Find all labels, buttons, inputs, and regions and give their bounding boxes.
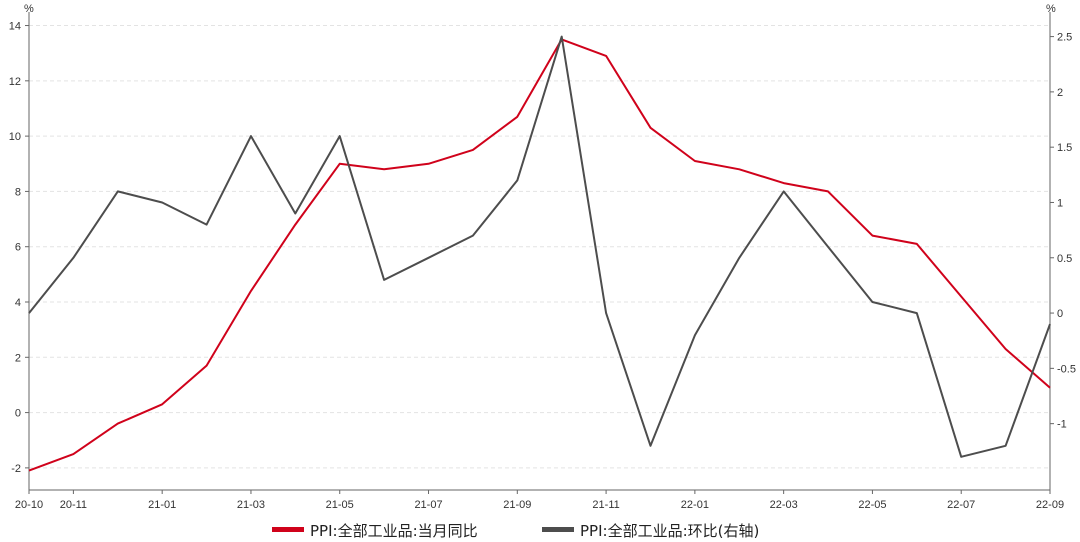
x-tick-label: 21-01 <box>148 499 176 511</box>
y-axis-right-unit: % <box>1046 3 1056 15</box>
series <box>28 35 1051 472</box>
y-right-tick-label: 2 <box>1057 87 1063 99</box>
y-left-tick-label: 0 <box>15 408 21 420</box>
y-left-tick-label: 12 <box>9 76 21 88</box>
y-right-tick-label: -0.5 <box>1057 363 1076 375</box>
y-left-tick-label: 4 <box>15 297 21 309</box>
x-tick-label: 22-07 <box>947 499 975 511</box>
legend-swatch-mom <box>542 527 574 532</box>
legend-label-yoy: PPI:全部工业品:当月同比 <box>310 522 478 540</box>
y-right-tick-label: 0 <box>1057 308 1063 320</box>
x-tick-label: 21-03 <box>237 499 265 511</box>
x-tick-label: 21-09 <box>503 499 531 511</box>
series-line-yoy <box>28 38 1051 472</box>
x-tick-label: 21-11 <box>592 499 619 511</box>
y-right-tick-label: 0.5 <box>1057 253 1072 265</box>
y-right-tick-label: 2.5 <box>1057 32 1072 44</box>
legend: PPI:全部工业品:当月同比 PPI:全部工业品:环比(右轴) <box>272 522 759 540</box>
series-line-mom <box>28 35 1051 458</box>
legend-swatch-yoy <box>272 527 304 532</box>
y-left-tick-label: 6 <box>15 242 21 254</box>
legend-label-mom: PPI:全部工业品:环比(右轴) <box>580 522 759 540</box>
x-tick-label: 22-09 <box>1036 499 1064 511</box>
y-axis-left-unit: % <box>24 3 34 15</box>
x-tick-label: 20-10 <box>15 499 43 511</box>
y-left-tick-label: 10 <box>9 131 21 143</box>
y-left-tick-label: -2 <box>11 463 21 475</box>
x-tick-label: 20-11 <box>60 499 87 511</box>
x-tick-label: 22-03 <box>770 499 798 511</box>
x-tick-label: 22-01 <box>681 499 709 511</box>
x-tick-label: 21-05 <box>326 499 354 511</box>
grid <box>29 25 1050 469</box>
x-tick-label: 21-07 <box>414 499 442 511</box>
y-left-tick-label: 14 <box>9 21 21 33</box>
y-right-tick-label: -1 <box>1057 419 1067 431</box>
y-left-tick-label: 8 <box>15 186 21 198</box>
y-right-tick-label: 1.5 <box>1057 142 1072 154</box>
x-tick-label: 22-05 <box>858 499 886 511</box>
y-right-tick-label: 1 <box>1057 197 1063 209</box>
axes: % % -2 0 2 4 6 8 10 12 14 -1 -0.5 0 0.5 1 1.5 2 2.5 20-10 20… <box>9 3 1076 511</box>
y-left-tick-label: 2 <box>15 352 21 364</box>
